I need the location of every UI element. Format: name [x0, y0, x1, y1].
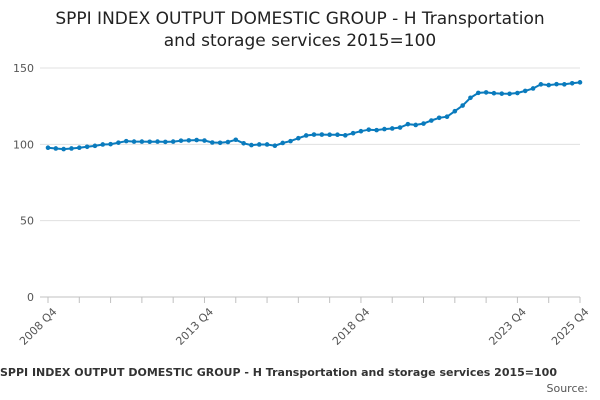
- data-point[interactable]: [562, 82, 567, 87]
- data-point[interactable]: [264, 142, 270, 147]
- data-point[interactable]: [554, 81, 559, 87]
- data-point[interactable]: [389, 126, 395, 131]
- data-point[interactable]: [413, 122, 419, 128]
- data-point[interactable]: [53, 146, 59, 151]
- y-tick-label: 100: [13, 138, 34, 151]
- data-point[interactable]: [350, 130, 356, 136]
- data-point[interactable]: [61, 146, 66, 152]
- data-point[interactable]: [147, 139, 153, 145]
- data-point[interactable]: [436, 115, 442, 121]
- data-point[interactable]: [374, 127, 379, 133]
- data-point[interactable]: [170, 139, 176, 144]
- data-point[interactable]: [538, 82, 544, 87]
- data-point[interactable]: [92, 143, 98, 149]
- data-point[interactable]: [209, 140, 215, 145]
- data-point[interactable]: [76, 145, 82, 150]
- data-point[interactable]: [194, 137, 199, 143]
- data-point[interactable]: [100, 142, 106, 147]
- data-point[interactable]: [202, 138, 207, 143]
- x-tick-label: 2023 Q4: [486, 305, 529, 348]
- data-point[interactable]: [163, 139, 168, 145]
- data-point[interactable]: [530, 86, 536, 91]
- data-point[interactable]: [397, 125, 403, 130]
- data-point[interactable]: [460, 103, 465, 108]
- x-tick-label: 2018 Q4: [330, 305, 373, 348]
- data-point[interactable]: [249, 142, 254, 148]
- data-point[interactable]: [335, 132, 340, 138]
- data-point[interactable]: [358, 128, 364, 134]
- data-point[interactable]: [186, 138, 192, 143]
- data-point[interactable]: [272, 143, 278, 149]
- data-point[interactable]: [475, 90, 481, 96]
- series-group: [45, 80, 583, 152]
- data-point[interactable]: [483, 90, 489, 95]
- data-point[interactable]: [546, 82, 552, 88]
- data-point[interactable]: [499, 91, 505, 96]
- chart-title-line-2: and storage services 2015=100: [164, 31, 436, 51]
- data-point[interactable]: [452, 108, 458, 114]
- footer-source: Source:: [546, 382, 589, 395]
- data-point[interactable]: [241, 140, 246, 146]
- x-tick-label: 2013 Q4: [173, 305, 216, 348]
- data-point[interactable]: [429, 118, 434, 123]
- y-tick-label: 50: [20, 215, 34, 228]
- data-point[interactable]: [84, 144, 90, 150]
- data-point[interactable]: [108, 141, 113, 147]
- data-point[interactable]: [319, 132, 325, 137]
- chart-title: SPPI INDEX OUTPUT DOMESTIC GROUP - H Tra…: [55, 9, 544, 51]
- x-tick-label: 2008 Q4: [17, 305, 60, 348]
- data-point[interactable]: [405, 121, 411, 127]
- chart-title-line-1: SPPI INDEX OUTPUT DOMESTIC GROUP - H Tra…: [55, 9, 544, 29]
- data-point[interactable]: [139, 139, 145, 144]
- data-point[interactable]: [69, 146, 74, 151]
- data-point[interactable]: [303, 133, 309, 138]
- data-point[interactable]: [45, 145, 51, 150]
- data-point[interactable]: [116, 140, 121, 145]
- data-point[interactable]: [327, 132, 332, 138]
- data-point[interactable]: [468, 95, 473, 101]
- data-point[interactable]: [311, 132, 317, 137]
- data-point[interactable]: [491, 90, 497, 96]
- data-point[interactable]: [225, 139, 231, 145]
- data-point[interactable]: [515, 90, 520, 96]
- data-point[interactable]: [507, 91, 512, 97]
- data-point[interactable]: [296, 135, 301, 141]
- data-point[interactable]: [155, 139, 160, 144]
- data-point[interactable]: [233, 137, 239, 143]
- data-point[interactable]: [421, 121, 426, 126]
- y-tick-label: 0: [27, 291, 34, 304]
- data-point[interactable]: [366, 127, 372, 132]
- data-point[interactable]: [280, 140, 286, 146]
- x-tick-label: 2025 Q4: [549, 305, 592, 348]
- data-point[interactable]: [256, 142, 262, 147]
- y-tick-label: 150: [13, 62, 34, 75]
- data-point[interactable]: [382, 126, 387, 132]
- data-point[interactable]: [131, 139, 137, 144]
- data-point[interactable]: [288, 138, 293, 144]
- data-point[interactable]: [522, 88, 528, 94]
- footer-caption: SPPI INDEX OUTPUT DOMESTIC GROUP - H Tra…: [0, 366, 557, 379]
- data-point[interactable]: [577, 80, 583, 85]
- data-point[interactable]: [569, 80, 575, 86]
- data-point[interactable]: [444, 114, 450, 120]
- data-point[interactable]: [123, 138, 129, 144]
- y-axis: 0 50 100 150: [13, 62, 34, 304]
- gridlines: [40, 67, 580, 222]
- data-point[interactable]: [342, 133, 348, 138]
- data-point[interactable]: [217, 140, 223, 146]
- data-point[interactable]: [178, 138, 184, 143]
- x-axis: 2008 Q4 2013 Q4 2018 Q4 2023 Q4 2025 Q4: [17, 296, 592, 348]
